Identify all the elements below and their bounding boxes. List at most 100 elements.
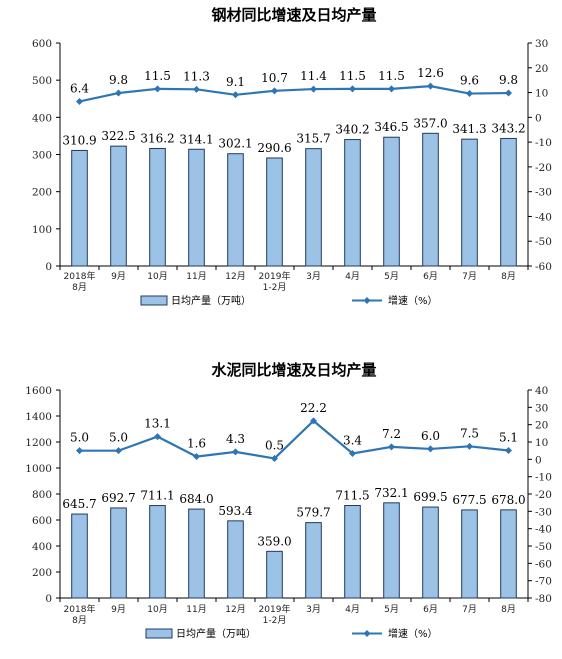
right-tick-label: 30 <box>535 38 548 50</box>
bar-data-label: 678.0 <box>491 493 525 507</box>
category-label: 10月 <box>147 271 167 282</box>
category-label: 8月 <box>501 604 516 615</box>
right-tick-label: -80 <box>535 593 552 605</box>
left-tick-label: 1600 <box>25 385 52 397</box>
right-tick-label: -20 <box>535 489 552 501</box>
bar <box>110 507 127 599</box>
bar-data-label: 692.7 <box>101 491 135 505</box>
bar <box>71 513 88 599</box>
growth-line <box>79 85 509 103</box>
bar <box>149 147 166 267</box>
legend-bar-swatch <box>145 628 173 639</box>
category-label: 8月 <box>72 615 87 626</box>
bar-data-label: 711.5 <box>335 489 369 503</box>
line-point <box>466 90 473 98</box>
legend-line-label: 增速（%） <box>388 627 438 640</box>
bar-data-label: 711.1 <box>140 489 174 503</box>
right-tick-label: -40 <box>535 524 552 536</box>
bar <box>461 138 478 267</box>
left-tick-label: 600 <box>32 515 52 527</box>
category-label: 1-2月 <box>263 282 287 293</box>
steel-chart: 钢材同比增速及日均产量0100200300400500600-60-50-40-… <box>32 6 552 307</box>
line-data-label: 7.2 <box>382 427 401 441</box>
bar <box>305 522 322 599</box>
line-point <box>349 449 356 457</box>
bar-data-label: 732.1 <box>374 486 408 500</box>
right-tick-label: 20 <box>535 420 548 432</box>
right-tick-label: -30 <box>535 187 552 199</box>
line-data-label: 11.5 <box>339 69 366 83</box>
bar-data-label: 346.5 <box>374 120 408 134</box>
category-label: 6月 <box>423 604 438 615</box>
right-tick-label: -60 <box>535 558 552 570</box>
left-tick-label: 0 <box>45 261 52 273</box>
right-tick-label: -50 <box>535 541 552 553</box>
category-label: 2019年 <box>259 270 291 282</box>
line-data-label: 11.4 <box>300 69 327 83</box>
bar-data-label: 359.0 <box>257 534 291 548</box>
cement-chart: 水泥同比增速及日均产量02004006008001000120014001600… <box>25 361 552 640</box>
category-label: 7月 <box>462 604 477 615</box>
line-point <box>427 445 434 453</box>
line-point <box>505 446 512 454</box>
category-label: 7月 <box>462 271 477 282</box>
line-data-label: 5.0 <box>70 431 89 445</box>
right-tick-label: -70 <box>535 576 552 588</box>
legend-bar-swatch <box>140 295 168 306</box>
line-point <box>427 82 434 90</box>
category-label: 4月 <box>345 271 360 282</box>
right-tick-label: -50 <box>535 236 552 248</box>
line-point <box>154 433 161 441</box>
line-data-label: 0.5 <box>265 438 284 452</box>
bar-data-label: 593.4 <box>218 504 253 518</box>
category-label: 12月 <box>225 604 245 615</box>
line-point <box>388 85 395 93</box>
right-tick-label: -10 <box>535 472 552 484</box>
left-tick-label: 200 <box>32 187 52 199</box>
line-point <box>115 447 122 455</box>
bar <box>422 506 439 599</box>
category-label: 5月 <box>384 604 399 615</box>
bar-data-label: 579.7 <box>296 506 330 520</box>
category-label: 9月 <box>111 271 126 282</box>
legend-bar-label: 日均产量（万吨） <box>176 627 256 640</box>
left-tick-label: 200 <box>32 567 52 579</box>
right-tick-label: -60 <box>535 261 552 273</box>
left-tick-label: 1200 <box>25 437 52 449</box>
bar <box>500 509 517 599</box>
bar-data-label: 343.2 <box>491 121 525 135</box>
right-tick-label: 20 <box>535 63 548 75</box>
bar <box>188 508 205 599</box>
bar-data-label: 316.2 <box>140 131 174 145</box>
line-point <box>193 453 200 461</box>
line-data-label: 7.5 <box>460 426 479 440</box>
right-tick-label: -40 <box>535 211 552 223</box>
line-point <box>115 89 122 97</box>
line-data-label: 3.4 <box>343 433 362 447</box>
line-point <box>232 91 239 99</box>
line-data-label: 5.1 <box>499 430 518 444</box>
bar <box>266 550 283 599</box>
bar <box>227 153 244 267</box>
category-label: 11月 <box>186 271 206 282</box>
bar <box>461 509 478 599</box>
line-data-label: 9.8 <box>499 73 518 87</box>
category-label: 2018年 <box>64 270 96 282</box>
category-label: 11月 <box>186 604 206 615</box>
line-data-label: 6.0 <box>421 429 440 443</box>
right-tick-label: -10 <box>535 137 552 149</box>
bar <box>344 139 361 267</box>
line-point <box>271 87 278 95</box>
bar-data-label: 645.7 <box>62 497 96 511</box>
category-label: 10月 <box>147 604 167 615</box>
bar <box>383 502 400 599</box>
bar-data-label: 314.1 <box>179 132 213 146</box>
bar <box>305 148 322 267</box>
left-tick-label: 400 <box>32 541 52 553</box>
right-tick-label: 10 <box>535 437 548 449</box>
line-data-label: 11.3 <box>183 69 210 83</box>
right-tick-label: 10 <box>535 88 548 100</box>
line-data-label: 12.6 <box>417 66 444 80</box>
bar-data-label: 302.1 <box>218 137 252 151</box>
chart-title: 水泥同比增速及日均产量 <box>211 361 376 379</box>
